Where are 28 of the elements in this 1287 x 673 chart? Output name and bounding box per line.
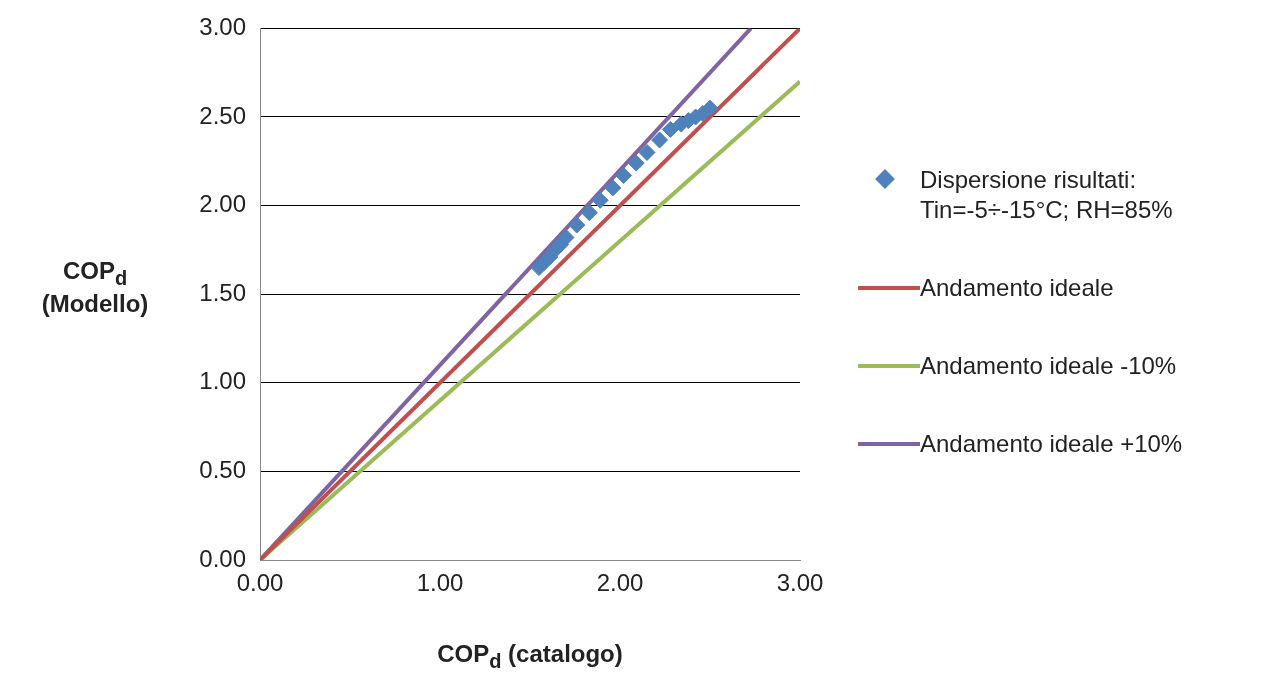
point [615, 166, 633, 184]
y-tick-label: 1.50 [199, 278, 246, 306]
y-axis-title: COP$_{d}$ (Modello) [40, 257, 150, 318]
y-tick-label: 0.00 [199, 544, 246, 572]
legend-label: Andamento ideale [920, 273, 1115, 303]
point [557, 229, 575, 246]
point [580, 204, 598, 222]
point [627, 154, 645, 172]
x-tick-label: 3.00 [776, 569, 824, 597]
y-tick-label: 1.00 [199, 367, 246, 395]
point [568, 216, 586, 234]
x-tick-label: 2.00 [596, 569, 644, 597]
x-tick-label: 0.00 [236, 569, 284, 597]
x-axis-title: COP$_{d}$ (catalogo) [436, 640, 624, 673]
point [591, 191, 609, 209]
point [604, 179, 622, 197]
legend-label: Dispersione risultati: Tin=-5÷-15°C; RH=85% [920, 165, 1174, 225]
point [661, 120, 679, 138]
point [701, 99, 719, 117]
y-tick-label: 2.50 [199, 101, 246, 129]
y-tick-label: 3.00 [199, 13, 246, 41]
y-tick-label: 0.50 [199, 456, 246, 484]
x-tick-label: 1.00 [416, 569, 464, 597]
legend-label: Andamento ideale +10% [920, 429, 1184, 459]
y-tick-label: 2.00 [199, 190, 246, 218]
point [651, 131, 669, 149]
legend-label: Andamento ideale -10% [920, 351, 1178, 381]
point [638, 143, 656, 161]
